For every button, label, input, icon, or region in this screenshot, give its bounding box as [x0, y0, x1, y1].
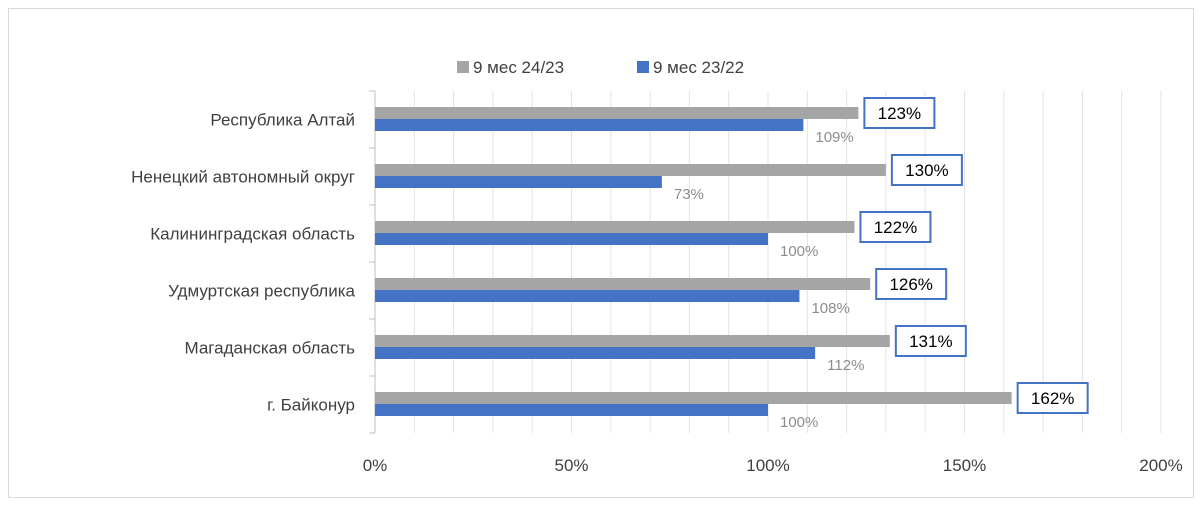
- data-label-series-b: 109%: [815, 129, 853, 146]
- data-label-box: [875, 268, 948, 300]
- data-label-series-b: 100%: [780, 414, 818, 431]
- bar-series-b: [375, 119, 804, 131]
- bar-series-a: [375, 221, 855, 233]
- category-label: Ненецкий автономный округ: [131, 168, 355, 187]
- bar-series-b: [375, 290, 800, 302]
- data-label-series-b: 100%: [780, 243, 818, 260]
- data-label-series-b: 108%: [811, 300, 849, 317]
- data-label-series-a: 131%: [909, 332, 952, 351]
- data-label-box: [1016, 382, 1089, 414]
- data-label-box: [894, 325, 967, 357]
- bars: [375, 107, 1012, 416]
- bar-series-a: [375, 164, 886, 176]
- legend-label: 9 мес 23/22: [653, 58, 744, 77]
- x-tick-label: 100%: [746, 456, 789, 475]
- bar-chart: 109% 123% 73% 130% 100% 122% 108% 126% 112% 131% 1…: [131, 58, 1183, 475]
- legend: 9 мес 24/23 9 мес 23/22: [457, 58, 744, 77]
- legend-swatch: [457, 61, 469, 73]
- data-label-box: [863, 97, 936, 129]
- data-labels: 109% 123% 73% 130% 100% 122% 108% 126% 112% 131% 1…: [674, 97, 1089, 431]
- bar-series-a: [375, 335, 890, 347]
- category-label: Республика Алтай: [210, 111, 355, 130]
- category-axis: [369, 90, 376, 434]
- gridlines: [413, 91, 1162, 433]
- data-label-box: [890, 154, 963, 186]
- x-tick-label: 0%: [363, 456, 388, 475]
- legend-swatch: [637, 61, 649, 73]
- category-label: г. Байконур: [267, 396, 355, 415]
- bar-series-b: [375, 176, 662, 188]
- bar-series-b: [375, 233, 768, 245]
- bar-series-b: [375, 404, 768, 416]
- bar-series-a: [375, 392, 1012, 404]
- x-tick-label: 50%: [554, 456, 588, 475]
- legend-label: 9 мес 24/23: [473, 58, 564, 77]
- bar-series-b: [375, 347, 816, 359]
- x-tick-label: 150%: [943, 456, 986, 475]
- data-label-series-b: 112%: [827, 357, 864, 374]
- data-label-series-a: 126%: [889, 275, 932, 294]
- category-label: Удмуртская республика: [168, 282, 355, 301]
- x-tick-label: 200%: [1139, 456, 1182, 475]
- category-labels: Республика Алтай Ненецкий автономный окру…: [131, 111, 355, 415]
- bar-series-a: [375, 107, 859, 119]
- data-label-series-a: 162%: [1031, 389, 1074, 408]
- chart-frame: 109% 123% 73% 130% 100% 122% 108% 126% 112% 131% 1…: [8, 8, 1194, 498]
- data-label-series-a: 122%: [874, 218, 917, 237]
- data-label-series-a: 123%: [878, 104, 921, 123]
- bar-series-a: [375, 278, 871, 290]
- category-label: Калининградская область: [150, 225, 355, 244]
- data-label-box: [859, 211, 932, 243]
- data-label-series-b: 73%: [674, 186, 704, 203]
- category-label: Магаданская область: [185, 339, 356, 358]
- data-label-series-a: 130%: [905, 161, 948, 180]
- x-tick-labels: 0% 50% 100% 150% 200%: [363, 456, 1183, 475]
